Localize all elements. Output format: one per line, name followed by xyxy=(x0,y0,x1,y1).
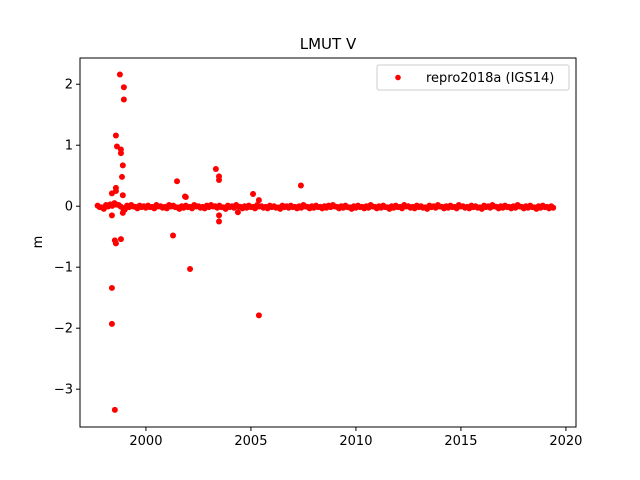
chart-title: LMUT V xyxy=(300,35,357,53)
data-point xyxy=(174,178,181,185)
axes-frame xyxy=(79,57,577,428)
data-point xyxy=(216,176,223,183)
data-point xyxy=(108,212,115,219)
legend-box xyxy=(376,64,570,91)
data-point xyxy=(119,209,126,216)
data-point xyxy=(119,192,126,199)
data-point xyxy=(108,190,115,197)
y-tick-label: 1 xyxy=(65,139,73,154)
data-points xyxy=(94,71,557,413)
data-point xyxy=(250,191,257,198)
x-axis: 2000 2005 2010 2015 2020 xyxy=(129,427,582,449)
x-tick-label: 2015 xyxy=(444,434,477,449)
data-point xyxy=(550,204,557,211)
x-tick-label: 2000 xyxy=(129,434,162,449)
data-point xyxy=(234,209,241,216)
y-tick-label: −1 xyxy=(54,261,73,276)
data-point xyxy=(112,132,119,139)
data-point xyxy=(120,96,127,103)
data-point xyxy=(108,284,115,291)
data-point xyxy=(120,84,127,91)
data-point xyxy=(216,218,223,225)
data-point xyxy=(117,150,124,157)
data-point xyxy=(119,162,126,169)
data-point xyxy=(255,197,262,204)
legend-label: repro2018a (IGS14) xyxy=(426,71,554,86)
data-point xyxy=(170,232,177,239)
data-point xyxy=(216,212,223,219)
data-point xyxy=(108,320,115,327)
x-tick-label: 2020 xyxy=(549,434,582,449)
x-tick-label: 2010 xyxy=(339,434,372,449)
data-point xyxy=(116,71,123,78)
data-point xyxy=(255,312,262,319)
data-point xyxy=(297,182,304,189)
data-point xyxy=(182,194,189,201)
data-point xyxy=(212,166,219,173)
y-tick-label: 2 xyxy=(65,78,73,93)
y-axis: −3 −2 −1 0 1 2 xyxy=(54,78,80,398)
y-tick-label: −2 xyxy=(54,322,73,337)
data-point xyxy=(187,266,194,273)
legend: repro2018a (IGS14) xyxy=(376,64,570,91)
data-point xyxy=(111,406,118,413)
data-point xyxy=(112,240,119,247)
data-point xyxy=(117,236,124,243)
y-axis-label: m xyxy=(31,236,46,249)
y-tick-label: −3 xyxy=(54,383,73,398)
legend-marker xyxy=(395,74,401,81)
x-tick-label: 2005 xyxy=(234,434,267,449)
y-tick-label: 0 xyxy=(65,200,73,215)
data-point xyxy=(118,173,125,180)
